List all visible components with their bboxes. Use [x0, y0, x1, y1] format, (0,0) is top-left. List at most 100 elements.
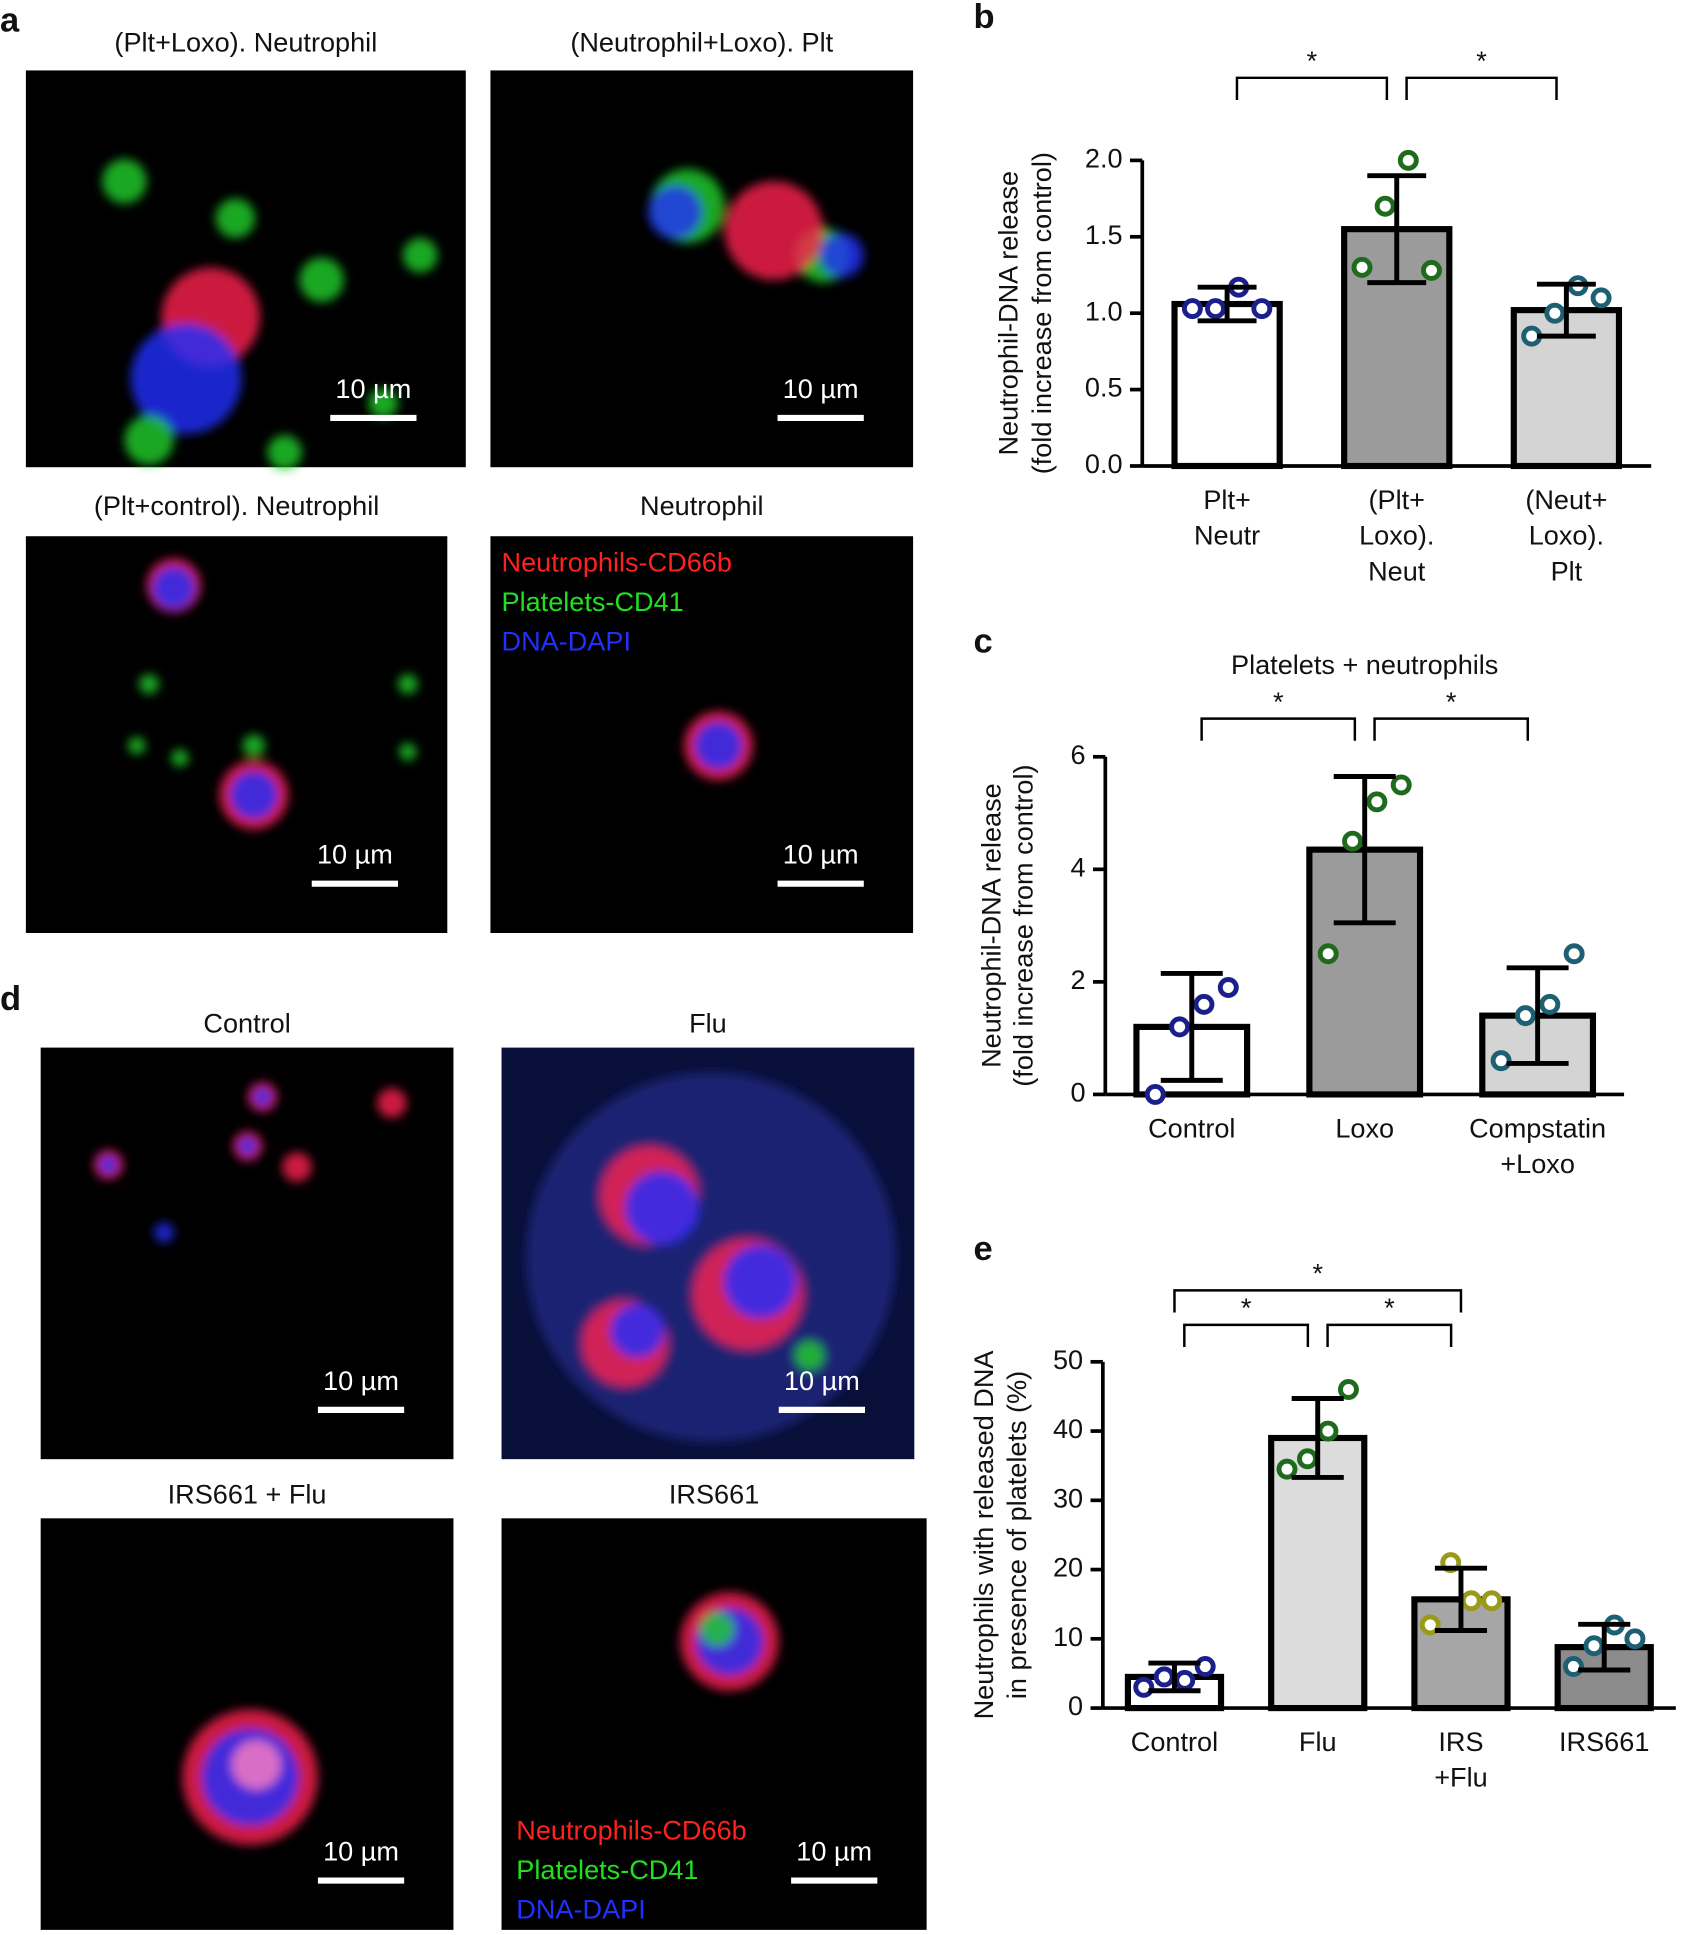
data-point	[1144, 1083, 1166, 1105]
cell	[648, 185, 703, 240]
cell	[139, 674, 159, 694]
y-axis-label: Neutrophil-DNA release	[993, 171, 1024, 456]
x-tick-label: Neutr	[1194, 520, 1260, 551]
y-tick-label: 50	[1053, 1344, 1083, 1375]
significance-bracket	[1235, 76, 1389, 101]
data-point	[1133, 1676, 1155, 1698]
data-point	[1539, 993, 1561, 1015]
cell	[282, 1152, 312, 1182]
micrograph-cells	[102, 159, 438, 470]
micrograph-cells	[182, 1709, 318, 1845]
micrograph	[501, 1518, 927, 1930]
significance-label: *	[1446, 686, 1457, 717]
data-point	[1624, 1628, 1646, 1650]
data-point	[1460, 1590, 1482, 1612]
cell	[124, 415, 174, 465]
cell	[130, 323, 242, 434]
y-axis-label: Neutrophil-DNA release	[975, 783, 1006, 1068]
image-title: IRS661	[669, 1478, 759, 1509]
data-point	[1390, 774, 1412, 796]
significance-label: *	[1384, 1292, 1395, 1323]
panel-label: b	[973, 0, 994, 36]
data-point	[1563, 1656, 1584, 1677]
x-tick-label: Plt	[1551, 555, 1583, 586]
data-point	[1397, 149, 1419, 171]
y-tick-label: 40	[1053, 1413, 1083, 1444]
x-tick-label: Compstatin	[1469, 1112, 1606, 1143]
x-tick-label: +Flu	[1434, 1762, 1487, 1793]
cell	[154, 1222, 174, 1243]
x-tick-label: Flu	[1299, 1726, 1337, 1757]
scale-bar-label: 10 µm	[317, 839, 393, 870]
y-tick-label: 2.0	[1085, 143, 1123, 174]
y-tick-label: 1.5	[1085, 219, 1123, 250]
data-point	[1169, 1016, 1191, 1038]
legend-entry: Neutrophils-CD66b	[502, 547, 732, 578]
legend-entry: DNA-DAPI	[502, 626, 631, 657]
cell	[819, 233, 864, 278]
panel-label: c	[973, 623, 992, 661]
data-point	[1317, 943, 1339, 965]
micrograph	[25, 536, 448, 933]
y-tick-label: 0.5	[1085, 372, 1123, 403]
y-axis-label: (fold increase from control)	[1007, 764, 1038, 1086]
x-tick-label: Control	[1131, 1726, 1218, 1757]
cell	[237, 1136, 258, 1157]
y-tick-label: 0	[1068, 1690, 1083, 1721]
panel-label: d	[0, 980, 21, 1018]
data-point	[1193, 993, 1215, 1015]
micrograph-cells	[680, 1592, 779, 1691]
cell	[723, 1244, 798, 1319]
y-axis-label: Neutrophils with released DNA	[968, 1350, 999, 1720]
x-tick-label: Plt+	[1203, 484, 1250, 515]
cell	[399, 743, 417, 761]
scale-bar-label: 10 µm	[783, 839, 859, 870]
scale-bar-label: 10 µm	[783, 373, 859, 404]
x-tick-label: (Neut+	[1525, 484, 1607, 515]
data-point	[1205, 298, 1227, 320]
scale-bar-label: 10 µm	[323, 1365, 399, 1396]
cell	[693, 721, 744, 771]
panel-label: a	[0, 1, 20, 39]
x-tick-label: IRS661	[1559, 1726, 1649, 1757]
cell	[398, 674, 418, 694]
image-title: (Plt+control). Neutrophil	[94, 490, 379, 521]
legend-entry: Neutrophils-CD66b	[516, 1815, 746, 1846]
cell	[624, 1170, 699, 1245]
cell	[609, 1303, 665, 1359]
data-point	[1544, 302, 1566, 324]
y-tick-label: 6	[1071, 739, 1086, 770]
x-tick-label: (Plt+	[1369, 484, 1425, 515]
y-tick-label: 4	[1071, 851, 1086, 882]
image-title: Control	[203, 1008, 290, 1039]
data-point	[1563, 943, 1585, 965]
significance-bracket	[1173, 1289, 1463, 1313]
significance-bracket	[1405, 76, 1558, 101]
x-tick-label: Loxo	[1335, 1112, 1394, 1143]
scale-bar-label: 10 µm	[796, 1836, 872, 1867]
data-point	[1194, 1656, 1216, 1677]
y-tick-label: 20	[1053, 1552, 1083, 1583]
cell	[794, 1340, 825, 1371]
chart-title: Platelets + neutrophils	[1231, 649, 1498, 680]
data-point	[1317, 1420, 1339, 1442]
data-point	[1490, 1050, 1512, 1072]
legend-entry: Platelets-CD41	[502, 586, 684, 617]
data-point	[1342, 830, 1363, 852]
image-title: Neutrophil	[640, 490, 763, 521]
cell	[242, 734, 265, 757]
x-tick-label: Loxo).	[1529, 520, 1604, 551]
legend-entry: DNA-DAPI	[516, 1894, 645, 1925]
significance-bracket	[1326, 1323, 1453, 1348]
y-tick-label: 0	[1071, 1077, 1086, 1108]
significance-bracket	[1200, 717, 1357, 741]
cell	[171, 749, 189, 767]
data-point	[1181, 298, 1203, 320]
data-point	[1337, 1379, 1359, 1400]
x-tick-label: Control	[1148, 1112, 1235, 1143]
cell	[231, 1740, 281, 1790]
image-title: (Neutrophil+Loxo). Plt	[570, 27, 833, 58]
cell	[267, 435, 302, 470]
data-point	[1276, 1458, 1298, 1480]
